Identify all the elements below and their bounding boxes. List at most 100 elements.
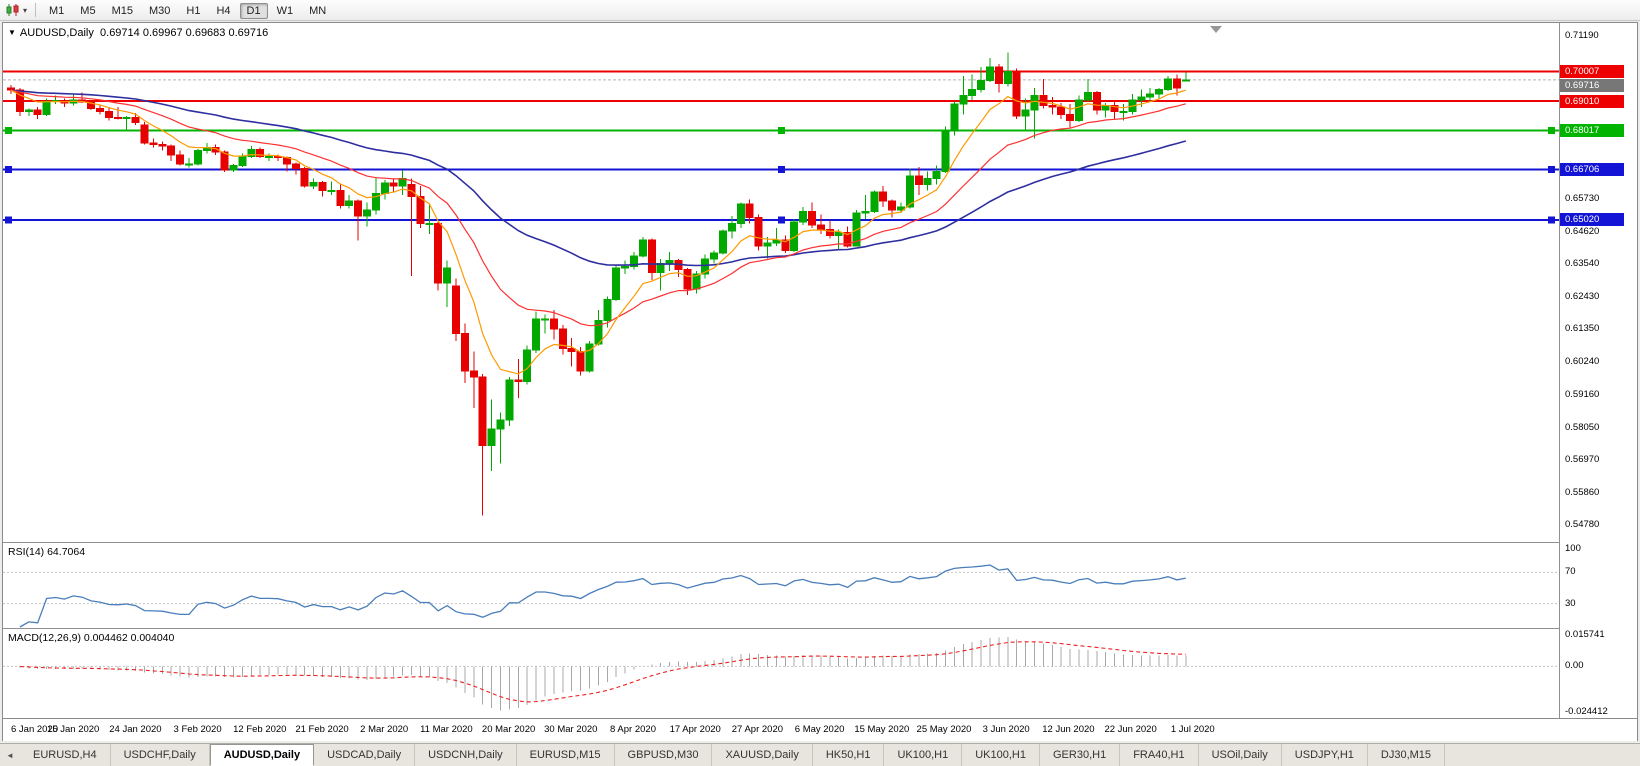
date-axis-label: 3 Jun 2020 [982,724,1030,735]
rsi-indicator-label: RSI(14) 64.7064 [8,546,86,558]
date-axis-label: 1 Jul 2020 [1170,724,1215,735]
chart-tab-eurusd-h4[interactable]: EURUSD,H4 [20,744,111,766]
price-axis-label: 0.60240 [1565,356,1600,368]
chart-tab-dj30-m15[interactable]: DJ30,M15 [1368,744,1446,766]
line-handle[interactable] [5,127,12,135]
chart-tab-audusd-daily[interactable]: AUDUSD,Daily [209,744,315,766]
timeframe-button-m15[interactable]: M15 [111,5,133,17]
line-handle[interactable] [1548,127,1555,135]
date-axis-label: 21 Feb 2020 [295,724,349,735]
price-line-label: 0.66706 [1560,163,1624,177]
macd-indicator-label: MACD(12,26,9) 0.004462 0.004040 [8,632,175,644]
price-line-label: 0.65020 [1560,213,1624,227]
chart-window[interactable]: ▼ AUDUSD,Daily 0.69714 0.69967 0.69683 0.… [2,22,1638,741]
line-handle[interactable] [778,127,785,135]
collapse-arrow-icon[interactable]: ▼ [8,28,16,37]
date-axis-label: 15 May 2020 [854,724,910,735]
price-axis-label: 0.62430 [1565,291,1600,302]
date-axis-label: 20 Mar 2020 [481,724,536,735]
chart-shift-marker[interactable] [1210,26,1222,33]
ma-slow-line [10,89,1187,267]
chart-tab-bar: ◄ EURUSD,H4 USDCHF,Daily AUDUSD,Daily USDCA… [0,743,1640,766]
line-handle[interactable] [5,216,12,224]
chart-ohlc-values: 0.69714 0.69967 0.69683 0.69716 [100,27,269,39]
timeframe-button-h4[interactable]: H4 [216,5,231,17]
chart-tab-usoil-daily[interactable]: USOil,Daily [1199,744,1282,766]
date-axis-label: 12 Feb 2020 [233,724,287,735]
price-line-label: 0.69010 [1560,94,1624,108]
chart-tab-hk50-h1[interactable]: HK50,H1 [813,744,885,766]
price-line-label: 0.69716 [1560,78,1624,92]
date-axis-label: 3 Feb 2020 [173,724,222,735]
price-axis-label: 0.65730 [1565,192,1600,204]
timeframe-button-m1[interactable]: M1 [49,5,65,17]
chart-tab-usdjpy-h1[interactable]: USDJPY,H1 [1282,744,1368,766]
line-handle[interactable] [1548,166,1555,174]
candlestick-chart-icon[interactable] [5,3,21,17]
chart-tab-xauusd-daily[interactable]: XAUUSD,Daily [712,744,813,766]
chart-symbol-period: AUDUSD,Daily [19,27,94,39]
timeframe-button-mn[interactable]: MN [309,5,327,17]
tab-scroll-left-icon[interactable]: ◄ [6,751,14,760]
macd-axis-label: 0.015741 [1565,629,1605,640]
chart-tab-uk100-h1[interactable]: UK100,H1 [884,744,963,766]
ma-fast-line [10,89,1186,375]
price-axis-label: 0.71190 [1565,30,1599,41]
price-line-label: 0.68017 [1560,124,1624,138]
date-axis-label: 22 Jun 2020 [1104,724,1157,735]
price-axis-label: 0.55860 [1565,486,1600,498]
timeframe-button-m30[interactable]: M30 [148,5,171,17]
chart-tab-gbpusd-m30[interactable]: GBPUSD,M30 [615,744,713,766]
candles-series [7,52,1190,516]
timeframe-buttons-group: M1 M5 M15 M30 H1 H4 D1 W1 MN [41,1,334,19]
macd-signal-line [19,641,1186,703]
timeframe-button-d1[interactable]: D1 [239,3,268,19]
macd-histogram [19,637,1187,711]
date-axis-label: 27 Apr 2020 [731,724,784,735]
timeframe-button-m5[interactable]: M5 [80,5,96,17]
date-axis-label: 25 May 2020 [916,724,972,735]
chevron-down-icon[interactable]: ▾ [23,5,28,15]
chart-title: ▼ AUDUSD,Daily 0.69714 0.69967 0.69683 0.… [8,27,268,39]
rsi-axis-label: 30 [1565,597,1576,609]
price-axis-label: 0.63540 [1565,258,1600,269]
date-axis-label: 6 May 2020 [794,724,845,735]
chart-tab-usdcnh-daily[interactable]: USDCNH,Daily [415,744,517,766]
rsi-axis-label: 70 [1565,566,1576,578]
price-axis[interactable]: 0.71190 0.65730 0.64620 0.63540 0.62430 0.613… [1560,23,1637,718]
chart-tab-uk100-h1[interactable]: UK100,H1 [962,744,1040,766]
price-axis-label: 0.58050 [1565,421,1600,433]
date-axis-label: 15 Jan 2020 [47,724,100,735]
price-axis-label: 0.59160 [1565,388,1600,400]
timeframe-button-w1[interactable]: W1 [276,5,294,17]
chart-tab-eurusd-m15[interactable]: EURUSD,M15 [517,744,615,766]
macd-axis-label: 0.00 [1565,660,1584,672]
date-axis-label: 30 Mar 2020 [544,724,598,735]
chart-tab-usdcad-daily[interactable]: USDCAD,Daily [314,744,416,766]
candlestick-plot[interactable] [3,23,1637,718]
price-line-label: 0.70007 [1560,64,1624,78]
date-axis-label: 17 Apr 2020 [669,724,721,735]
line-handle[interactable] [1548,216,1555,224]
chart-tab-fra40-h1[interactable]: FRA40,H1 [1120,744,1199,766]
price-axis-label: 0.54780 [1565,519,1600,530]
macd-axis-label: -0.024412 [1565,706,1608,717]
chart-tab-usdchf-daily[interactable]: USDCHF,Daily [111,744,210,766]
date-axis[interactable]: 6 Jan 2020 15 Jan 2020 24 Jan 2020 3 Feb 20… [3,718,1637,741]
timeframe-button-h1[interactable]: H1 [186,5,201,17]
toolbar-separator [35,3,37,17]
line-handle[interactable] [5,166,12,174]
chart-tab-ger30-h1[interactable]: GER30,H1 [1040,744,1121,766]
line-handle[interactable] [778,166,785,174]
rsi-line [19,564,1186,628]
chart-tabs-group: EURUSD,H4 USDCHF,Daily AUDUSD,Daily USDCAD,… [20,744,1446,766]
price-axis-label: 0.56970 [1565,453,1600,465]
date-axis-label: 6 Jan 2020 [11,724,59,735]
date-axis-label: 24 Jan 2020 [109,724,162,735]
timeframe-toolbar: ▾ M1 M5 M15 M30 H1 H4 D1 W1 MN [0,0,1640,21]
ma-mid-line [10,89,1186,327]
price-axis-label: 0.61350 [1565,323,1600,335]
line-handle[interactable] [778,216,785,224]
price-axis-label: 0.64620 [1565,225,1600,237]
date-axis-label: 11 Mar 2020 [420,724,473,735]
